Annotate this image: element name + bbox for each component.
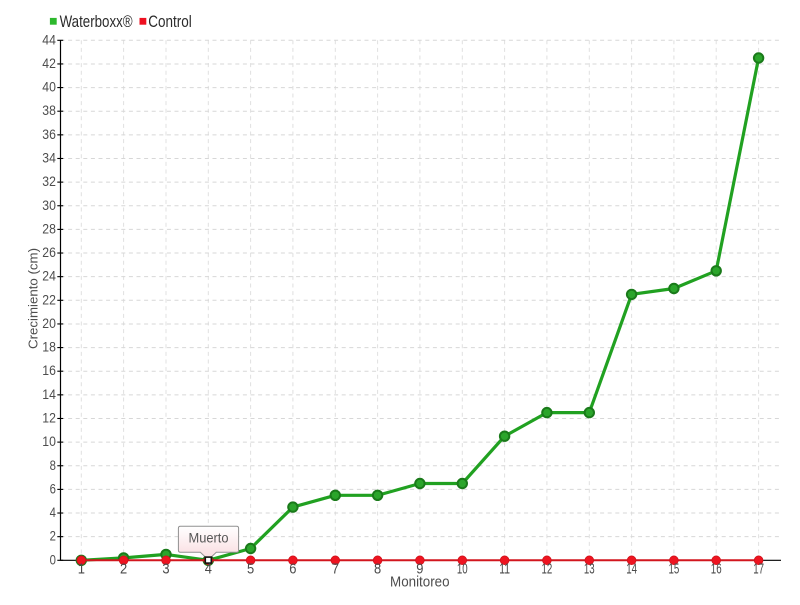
- svg-text:14: 14: [626, 561, 637, 577]
- svg-text:13: 13: [584, 561, 595, 577]
- svg-text:2: 2: [50, 528, 56, 544]
- svg-text:6: 6: [50, 480, 56, 496]
- svg-text:16: 16: [711, 561, 722, 577]
- svg-text:44: 44: [42, 31, 56, 47]
- svg-text:2: 2: [120, 561, 127, 577]
- svg-text:30: 30: [42, 197, 56, 213]
- svg-text:Muerto: Muerto: [189, 530, 229, 545]
- svg-text:24: 24: [42, 268, 56, 284]
- svg-text:32: 32: [42, 173, 56, 189]
- svg-text:12: 12: [542, 561, 553, 577]
- svg-text:16: 16: [42, 362, 56, 378]
- svg-text:17: 17: [753, 561, 764, 577]
- svg-text:1: 1: [78, 561, 85, 577]
- svg-text:7: 7: [332, 561, 339, 577]
- svg-text:8: 8: [50, 457, 56, 473]
- svg-text:10: 10: [42, 433, 56, 449]
- svg-text:36: 36: [42, 126, 56, 142]
- svg-text:26: 26: [42, 244, 56, 260]
- svg-text:40: 40: [42, 79, 56, 95]
- svg-text:Waterboxx®: Waterboxx®: [60, 12, 133, 31]
- svg-text:4: 4: [205, 561, 212, 577]
- svg-text:38: 38: [42, 102, 56, 118]
- svg-text:9: 9: [416, 561, 423, 577]
- svg-text:22: 22: [42, 291, 56, 307]
- svg-text:18: 18: [42, 339, 56, 355]
- svg-text:42: 42: [42, 55, 56, 71]
- svg-text:34: 34: [42, 150, 56, 166]
- svg-text:11: 11: [499, 561, 510, 577]
- svg-text:15: 15: [669, 561, 680, 577]
- svg-text:12: 12: [42, 410, 56, 426]
- svg-text:Monitoreo: Monitoreo: [390, 573, 450, 590]
- svg-text:20: 20: [42, 315, 56, 331]
- svg-text:10: 10: [457, 561, 468, 577]
- svg-text:Control: Control: [148, 12, 192, 31]
- svg-text:5: 5: [247, 561, 254, 577]
- svg-text:3: 3: [162, 561, 169, 577]
- svg-text:8: 8: [374, 561, 381, 577]
- svg-text:6: 6: [289, 561, 296, 577]
- svg-text:4: 4: [50, 504, 56, 520]
- svg-text:14: 14: [42, 386, 56, 402]
- svg-text:0: 0: [50, 551, 56, 567]
- svg-text:Crecimiento (cm): Crecimiento (cm): [27, 248, 41, 349]
- svg-text:28: 28: [42, 220, 56, 236]
